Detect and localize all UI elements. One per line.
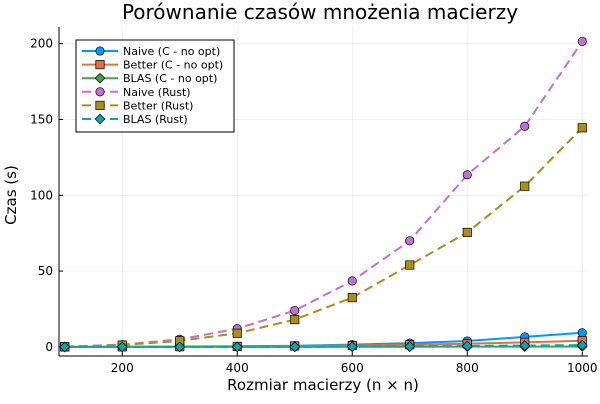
data-point <box>348 293 356 301</box>
x-tick-label: 1000 <box>567 361 598 375</box>
y-tick-label: 100 <box>30 188 53 202</box>
x-axis-title: Rozmiar macierzy (n × n) <box>227 376 419 394</box>
data-point <box>348 277 356 285</box>
x-tick-label: 600 <box>341 361 364 375</box>
legend-marker <box>96 101 104 109</box>
data-point <box>233 329 241 337</box>
legend-label: Naive (Rust) <box>123 86 191 99</box>
data-point <box>578 124 586 132</box>
data-point <box>521 182 529 190</box>
y-tick-label: 150 <box>30 112 53 126</box>
data-point <box>406 237 414 245</box>
legend-label: BLAS (C - no opt) <box>123 72 217 85</box>
legend-label: Better (C - no opt) <box>123 59 223 72</box>
legend-label: Naive (C - no opt) <box>123 45 220 58</box>
data-point <box>521 122 529 130</box>
data-point <box>291 306 299 314</box>
data-point <box>463 171 471 179</box>
legend-marker <box>96 60 104 68</box>
x-tick-label: 200 <box>111 361 134 375</box>
y-tick-label: 0 <box>45 340 53 354</box>
x-tick-label: 800 <box>456 361 479 375</box>
x-tick-label: 400 <box>226 361 249 375</box>
legend-marker <box>96 47 104 55</box>
data-point <box>578 37 586 45</box>
data-point <box>291 315 299 323</box>
data-point <box>463 228 471 236</box>
legend: Naive (C - no opt)Better (C - no opt)BLA… <box>76 40 234 132</box>
y-tick-label: 200 <box>30 37 53 51</box>
data-point <box>578 329 586 337</box>
y-tick-label: 50 <box>38 264 53 278</box>
legend-label: Better (Rust) <box>123 99 193 112</box>
y-axis-title: Czas (s) <box>2 165 20 225</box>
legend-marker <box>96 88 104 96</box>
chart-title: Porównanie czasów mnożenia macierzy <box>122 0 518 24</box>
legend-label: BLAS (Rust) <box>123 113 188 126</box>
data-point <box>406 261 414 269</box>
